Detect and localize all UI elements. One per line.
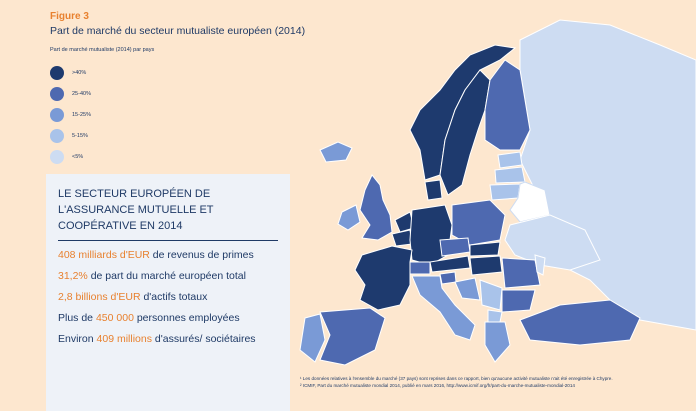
box-title-line: L'ASSURANCE MUTUELLE ET — [58, 204, 214, 216]
country-austria — [429, 255, 471, 273]
region-russia — [519, 19, 696, 331]
stat-highlight: 408 milliards d'EUR — [58, 249, 150, 261]
box-title-line: LE SECTEUR EUROPÉEN DE — [58, 188, 211, 200]
legend-swatch — [50, 86, 64, 101]
footnotes: ¹ Les données relatives à l'ensemble du … — [300, 375, 690, 389]
country-portugal — [299, 313, 326, 363]
legend-item: 15-25% — [50, 104, 91, 125]
country-iceland — [319, 141, 353, 163]
stat-premiums: 408 milliards d'EUR de revenus de primes — [58, 249, 278, 262]
legend-item: 5-15% — [50, 125, 91, 146]
country-switzerland — [409, 261, 431, 275]
legend-swatch — [50, 149, 64, 164]
box-divider — [58, 240, 278, 241]
country-estonia — [497, 151, 523, 169]
country-poland — [451, 199, 506, 246]
country-ukraine — [504, 214, 601, 271]
stat-text: personnes employées — [133, 312, 240, 324]
country-moldova — [534, 254, 546, 276]
country-romania — [501, 257, 541, 289]
country-macedonia — [487, 309, 503, 323]
legend-swatch — [50, 128, 64, 143]
stat-assets: 2,8 billions d'EUR d'actifs totaux — [58, 291, 278, 304]
country-slovakia — [469, 241, 501, 257]
legend-swatch — [50, 107, 64, 122]
country-italy — [411, 275, 476, 341]
country-czechia — [439, 237, 471, 257]
stat-members: Environ 409 millions d'assurés/ sociétai… — [58, 333, 278, 346]
footnote: ² ICMIF, Part du marché mutualiste mondi… — [300, 383, 575, 388]
legend-item: 25-40% — [50, 83, 91, 104]
stat-text: de revenus de primes — [149, 249, 254, 261]
country-lithuania — [489, 183, 521, 201]
stat-text: d'actifs totaux — [140, 291, 208, 303]
legend-label: >40% — [72, 69, 87, 76]
legend-label: 15-25% — [72, 111, 91, 118]
country-belgium — [391, 229, 413, 247]
country-belarus — [509, 181, 551, 223]
country-germany — [409, 204, 453, 266]
stat-highlight: 409 millions — [96, 333, 152, 345]
stats-box: LE SECTEUR EUROPÉEN DE L'ASSURANCE MUTUE… — [46, 174, 290, 411]
legend-label: <5% — [72, 153, 84, 160]
country-greece — [484, 321, 511, 363]
stat-text: de part du marché européen total — [87, 270, 246, 282]
country-uk — [359, 174, 393, 241]
legend-item: >40% — [50, 62, 91, 83]
stat-text: d'assurés/ sociétaires — [151, 333, 256, 345]
legend-swatch — [50, 65, 64, 80]
box-title: LE SECTEUR EUROPÉEN DE L'ASSURANCE MUTUE… — [58, 186, 278, 234]
country-slovenia — [439, 271, 457, 285]
country-denmark — [424, 179, 443, 201]
legend-label: 25-40% — [72, 90, 91, 97]
stat-highlight: 31,2% — [58, 270, 88, 282]
figure-title: Part de marché du secteur mutualiste eur… — [50, 25, 306, 37]
stat-highlight: 450 000 — [95, 312, 134, 324]
country-france — [354, 245, 413, 311]
legend-title: Part de marché mutualiste (2014) par pay… — [50, 47, 155, 53]
country-bulgaria — [501, 289, 536, 313]
country-croatia — [454, 277, 481, 301]
stat-market-share: 31,2% de part du marché européen total — [58, 270, 278, 283]
country-finland — [484, 59, 531, 151]
country-ireland — [337, 204, 361, 231]
legend: >40% 25-40% 15-25% 5-15% <5% — [50, 62, 91, 167]
legend-label: 5-15% — [72, 132, 88, 139]
footnote: ¹ Les données relatives à l'ensemble du … — [300, 376, 613, 381]
stat-lead: Plus de — [58, 312, 96, 324]
stat-highlight: 2,8 billions d'EUR — [58, 291, 141, 303]
country-spain — [319, 307, 386, 366]
stat-employees: Plus de 450 000 personnes employées — [58, 312, 278, 325]
box-title-line: COOPÉRATIVE EN 2014 — [58, 220, 183, 232]
legend-item: <5% — [50, 146, 91, 167]
figure-label: Figure 3 — [50, 11, 89, 22]
country-latvia — [494, 166, 526, 184]
country-hungary — [469, 255, 503, 276]
country-serbia — [479, 279, 503, 311]
country-turkey — [519, 299, 641, 346]
stat-lead: Environ — [58, 333, 97, 345]
